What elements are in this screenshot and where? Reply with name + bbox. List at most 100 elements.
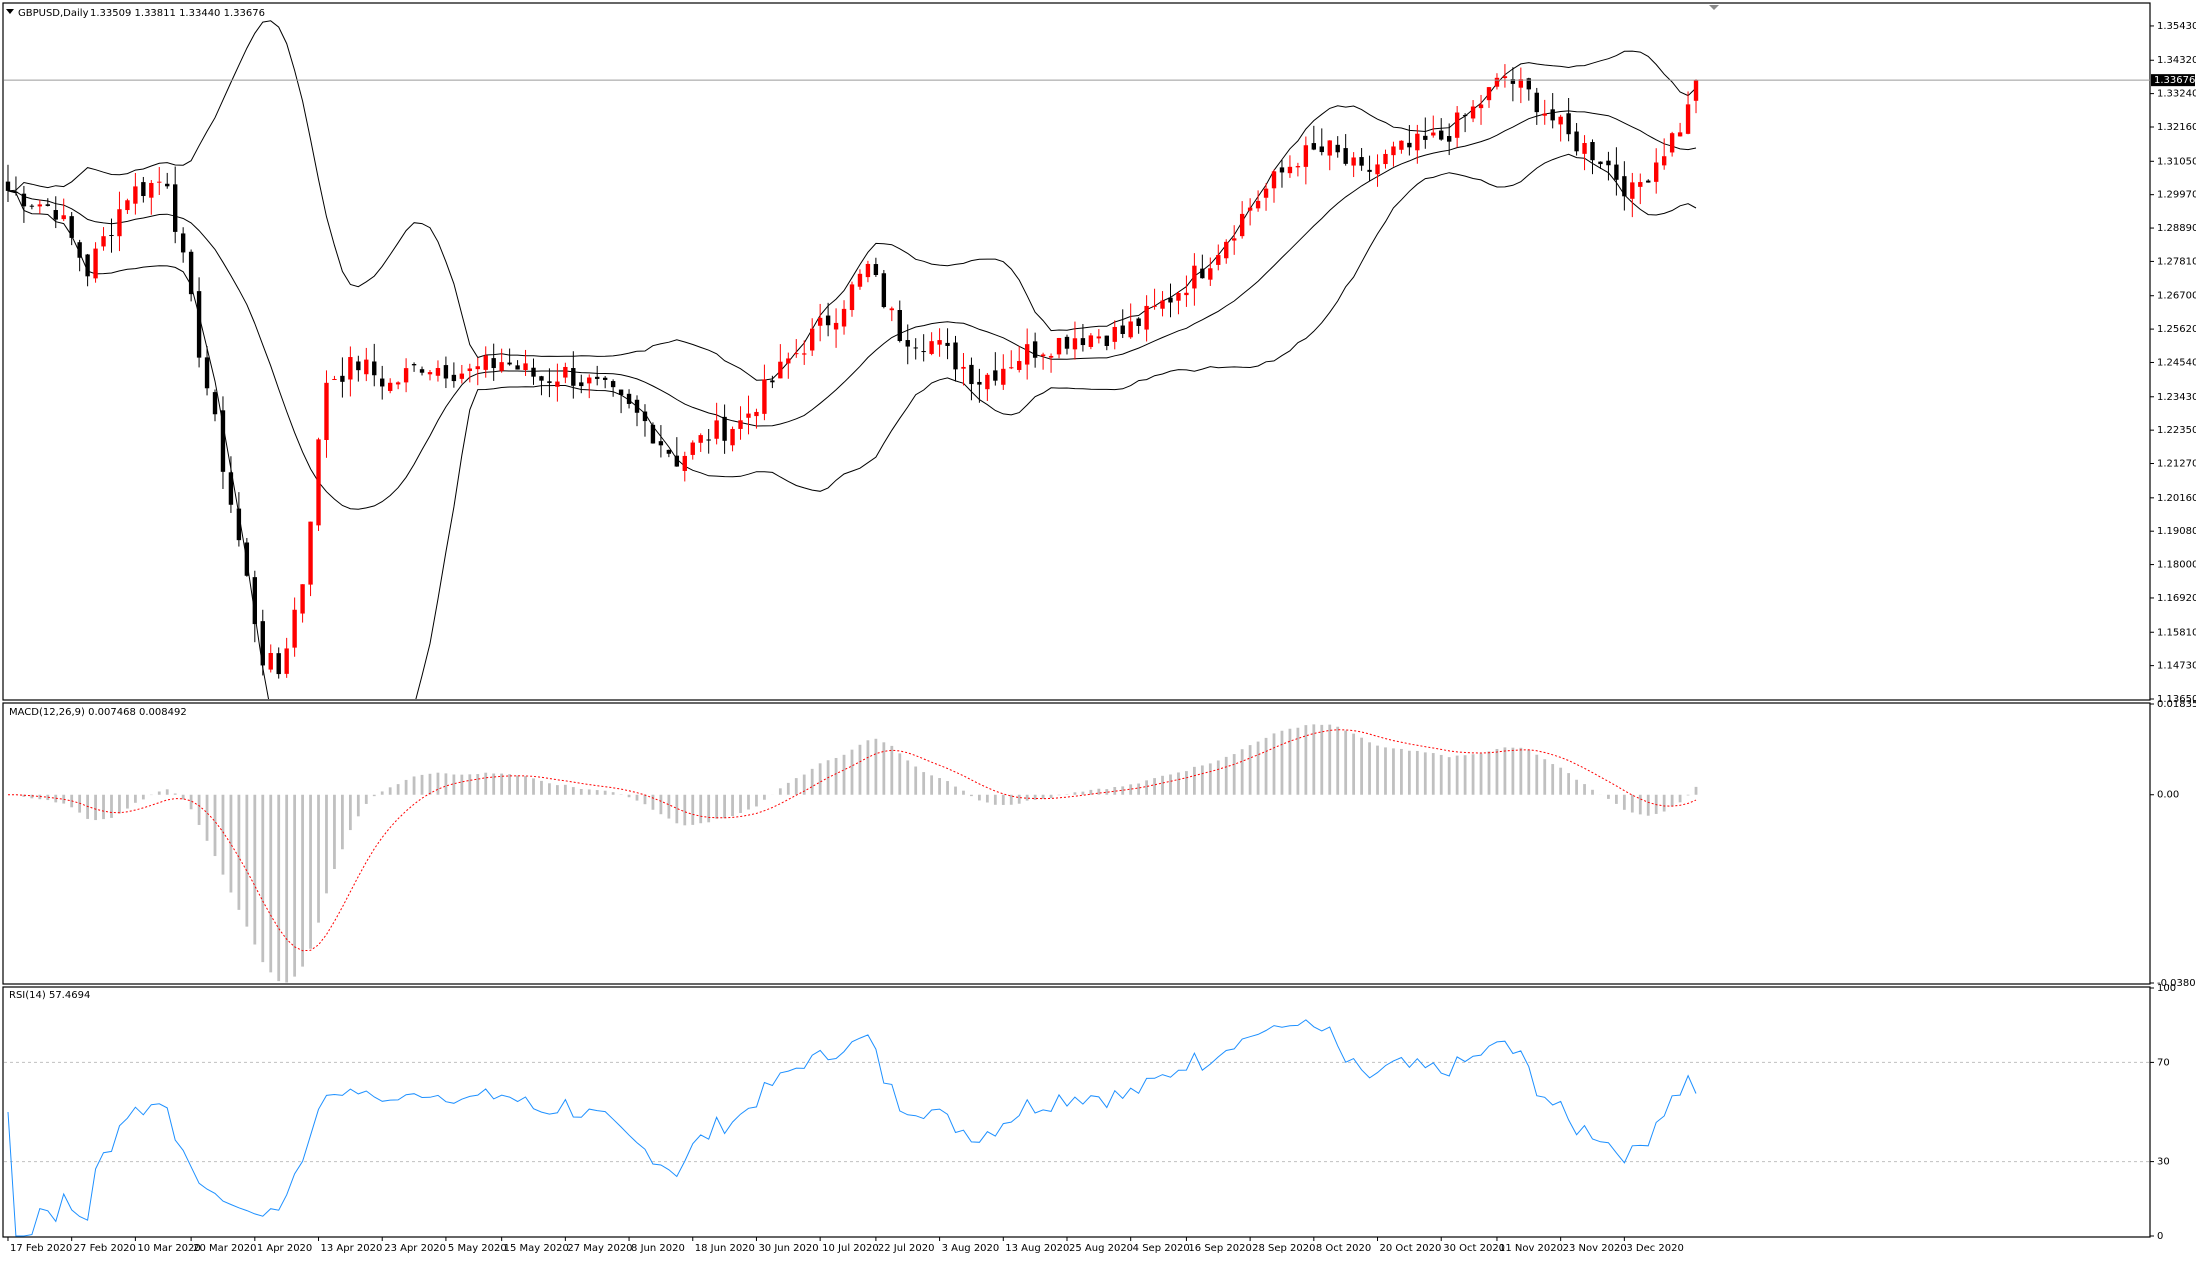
candle — [1335, 136, 1340, 158]
candle-body — [228, 472, 234, 505]
candle — [722, 404, 727, 454]
candle-body — [180, 233, 186, 253]
candle — [157, 167, 162, 195]
candle-body — [1017, 361, 1022, 370]
candle-body — [1224, 241, 1229, 259]
main-pane-frame — [2, 2, 2151, 701]
candle — [1032, 332, 1038, 368]
candle-body — [531, 367, 536, 377]
candle-body — [579, 382, 584, 387]
candle-body — [1168, 297, 1173, 303]
candle — [268, 644, 273, 673]
candle-body — [236, 508, 242, 541]
candle-body — [1096, 336, 1102, 339]
candle — [714, 402, 719, 445]
candle-body — [1287, 166, 1293, 174]
candle — [1088, 333, 1094, 350]
candle-body — [252, 577, 258, 625]
candle-body — [260, 621, 265, 666]
candle — [1247, 198, 1253, 226]
price-tick-label: 1.23430 — [2157, 392, 2196, 403]
candle-body — [1391, 146, 1396, 156]
candle-body — [316, 439, 321, 526]
candle — [905, 324, 910, 365]
candle — [1343, 134, 1348, 166]
candle-body — [1534, 92, 1539, 113]
candle — [348, 346, 353, 397]
candle-body — [555, 381, 560, 387]
candle — [1295, 162, 1301, 177]
candle-body — [897, 310, 902, 341]
time-tick-label: 25 Aug 2020 — [1069, 1243, 1133, 1254]
candle — [1638, 173, 1643, 205]
time-tick-label: 16 Sep 2020 — [1188, 1243, 1251, 1254]
candle-body — [881, 273, 887, 308]
candle-body — [722, 416, 727, 441]
candle — [93, 242, 98, 283]
candle — [1454, 106, 1460, 148]
candle-body — [77, 242, 82, 258]
candle-body — [953, 342, 958, 370]
candle-body — [141, 182, 146, 197]
candle-body — [1446, 136, 1452, 142]
candle-body — [1423, 135, 1428, 140]
candle-body — [5, 181, 11, 191]
candle — [340, 357, 345, 398]
candle — [419, 366, 425, 376]
candle — [602, 376, 608, 389]
candle — [133, 172, 138, 215]
dropdown-triangle-icon[interactable] — [6, 9, 14, 14]
candle — [1017, 346, 1022, 373]
candle — [634, 395, 640, 427]
candle-body — [1255, 200, 1261, 209]
candle — [547, 368, 552, 398]
shift-marker-icon[interactable] — [1709, 5, 1719, 10]
candle — [451, 362, 457, 388]
candle — [61, 198, 66, 222]
time-tick-label: 27 May 2020 — [567, 1243, 632, 1254]
candle — [1192, 253, 1197, 306]
candle-body — [833, 322, 839, 330]
candle-body — [1160, 300, 1165, 309]
candle — [109, 218, 114, 253]
time-tick-label: 22 Jul 2020 — [878, 1243, 935, 1254]
candle-body — [1693, 80, 1699, 101]
macd-pane[interactable]: MACD(12,26,9) 0.007468 0.008492 0.018355… — [2, 699, 2196, 989]
candle-body — [1654, 162, 1659, 182]
candle — [1232, 225, 1237, 255]
candle — [1072, 321, 1078, 360]
candle-body — [1088, 335, 1094, 347]
candle-body — [204, 357, 210, 389]
candle — [786, 352, 791, 379]
time-tick-label: 10 Jul 2020 — [822, 1243, 879, 1254]
time-tick-label: 13 Aug 2020 — [1005, 1243, 1069, 1254]
candle-body — [1303, 145, 1309, 167]
rsi-pane[interactable]: RSI(14) 57.4694 100 70 30 0 — [2, 983, 2176, 1242]
candle — [985, 373, 990, 402]
rsi-tick-label: 30 — [2157, 1157, 2170, 1168]
price-tick-label: 1.24540 — [2157, 357, 2196, 368]
candle-body — [85, 254, 90, 277]
main-pane[interactable]: GBPUSD,Daily 1.33509 1.33811 1.33440 1.3… — [2, 2, 2196, 803]
candle-body — [1574, 131, 1579, 152]
price-tick-label: 1.22350 — [2157, 425, 2196, 436]
candle — [1009, 350, 1014, 370]
candle-body — [340, 375, 345, 382]
candle-body — [1319, 146, 1324, 153]
candle-body — [1200, 268, 1205, 279]
candle — [1550, 93, 1555, 129]
candle-body — [1606, 160, 1611, 166]
candle — [364, 347, 369, 382]
macd-pane-frame — [2, 702, 2151, 985]
candle-body — [1056, 337, 1062, 355]
candle — [579, 374, 584, 394]
candle-body — [1136, 318, 1141, 326]
candle — [555, 363, 560, 402]
candle-body — [1208, 268, 1213, 280]
candle-body — [459, 373, 465, 379]
candle-body — [913, 347, 918, 349]
candle-body — [1542, 113, 1547, 116]
candle — [212, 389, 218, 422]
candle-body — [356, 361, 361, 371]
